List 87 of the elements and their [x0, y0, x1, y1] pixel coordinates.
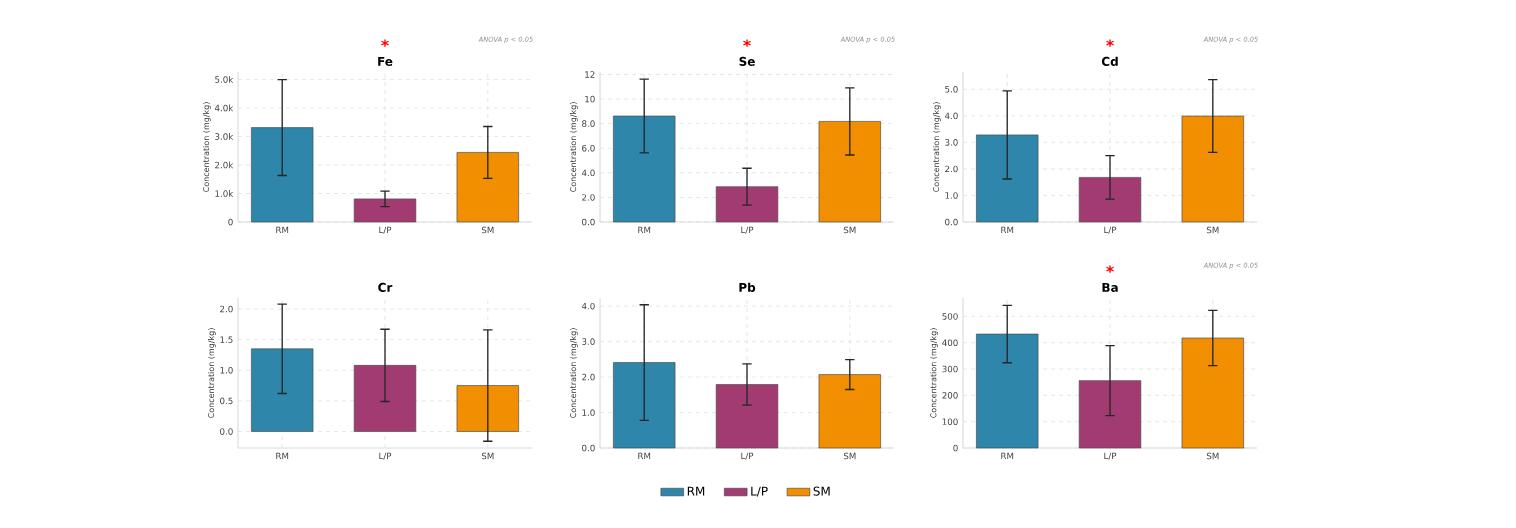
y-tick-label: 1.5 [220, 336, 233, 343]
y-tick-label: 2.0 [945, 165, 958, 173]
y-tick-label: 0.0 [945, 218, 958, 226]
x-tick-label: SM [843, 226, 856, 234]
bar [456, 385, 519, 432]
y-tick-label: 2.0k [215, 161, 234, 169]
x-tick-label: L/P [1104, 226, 1117, 234]
x-tick-label: L/P [741, 452, 754, 460]
x-tick-label: RM [276, 452, 289, 460]
y-tick-label: 1.0k [215, 190, 234, 197]
bar [353, 198, 417, 223]
x-tick-label: RM [638, 452, 651, 460]
bar [1078, 380, 1142, 449]
chart-title: Cr [378, 282, 393, 292]
x-tick-label: RM [638, 226, 651, 234]
y-tick-label: 400 [942, 339, 958, 347]
y-tick-label: 5.0k [215, 76, 234, 83]
x-tick-label: RM [276, 226, 289, 234]
x-tick-label: SM [1206, 226, 1219, 234]
y-tick-label: 12 [585, 71, 595, 78]
legend-label: SM [813, 486, 830, 496]
bar [1181, 115, 1244, 223]
y-tick-label: 1.0 [220, 366, 233, 374]
y-tick-label: 8.0 [582, 120, 595, 127]
text: * [1106, 265, 1114, 273]
y-tick-label: 4.0 [581, 302, 595, 310]
x-tick-label: SM [843, 452, 856, 460]
y-axis-title: Concentration (mg/kg) [569, 102, 578, 192]
y-tick-label: 300 [942, 365, 958, 373]
y-tick-label: 200 [942, 392, 958, 399]
legend-label: L/P [751, 486, 768, 497]
bar [1181, 337, 1244, 449]
y-tick-label: 0.0 [582, 218, 595, 226]
y-tick-label: 0.0 [220, 428, 233, 435]
y-tick-label: 100 [942, 418, 958, 425]
y-tick-label: 500 [942, 313, 958, 320]
x-tick-label: L/P [379, 452, 392, 460]
legend-label: RM [687, 486, 705, 496]
chart-title: Ba [1102, 283, 1118, 292]
x-tick-label: L/P [379, 226, 392, 234]
bar [353, 365, 417, 432]
chart-title: Fe [378, 57, 393, 66]
y-tick-label: 2.0 [582, 194, 595, 201]
text: * [1106, 39, 1114, 47]
y-axis-title: Concentration (mg/kg) [569, 328, 578, 418]
chart-title: Se [739, 56, 755, 66]
bar [818, 121, 881, 223]
x-tick-label: SM [1206, 452, 1219, 460]
text: * [743, 39, 751, 47]
y-tick-label: 0.0 [582, 444, 595, 452]
x-tick-label: SM [481, 452, 494, 460]
bar [715, 186, 779, 223]
y-tick-label: 0 [953, 444, 958, 452]
y-tick-label: 2.0 [220, 305, 233, 313]
text: * [381, 39, 389, 47]
bar [613, 115, 676, 223]
y-tick-label: 4.0 [581, 169, 595, 177]
y-tick-label: 6.0 [582, 144, 595, 152]
y-tick-label: 2.0 [582, 373, 595, 381]
bar [251, 127, 314, 223]
x-tick-label: RM [1001, 226, 1014, 234]
y-axis-title: Concentration (mg/kg) [930, 328, 938, 418]
bar [251, 348, 314, 432]
bar [456, 152, 519, 223]
x-tick-label: L/P [741, 226, 754, 234]
bar [976, 333, 1039, 449]
x-tick-label: L/P [1104, 452, 1117, 460]
y-tick-label: 1.0 [582, 409, 595, 416]
y-tick-label: 3.0 [945, 139, 958, 146]
y-tick-label: 4.0 [944, 112, 958, 120]
chart-title: Cd [1101, 56, 1118, 66]
y-tick-label: 4.0k [214, 104, 234, 112]
y-axis-title: Concentration (mg/kg) [932, 102, 941, 192]
x-tick-label: RM [1001, 452, 1014, 460]
y-tick-label: 0 [228, 218, 233, 226]
y-tick-label: 1.0 [945, 192, 958, 199]
bar [976, 134, 1039, 223]
y-tick-label: 0.5 [220, 397, 233, 405]
y-axis-title: Concentration (mg/kg) [202, 102, 211, 192]
y-tick-label: 10 [585, 95, 595, 103]
y-tick-label: 3.0 [582, 338, 595, 345]
bar [1078, 177, 1142, 223]
y-axis-title: Concentration (mg/kg) [207, 328, 216, 418]
x-tick-label: SM [481, 226, 494, 234]
y-tick-label: 3.0k [215, 133, 234, 140]
y-tick-label: 5.0 [945, 85, 958, 93]
chart-title: Pb [739, 282, 756, 292]
